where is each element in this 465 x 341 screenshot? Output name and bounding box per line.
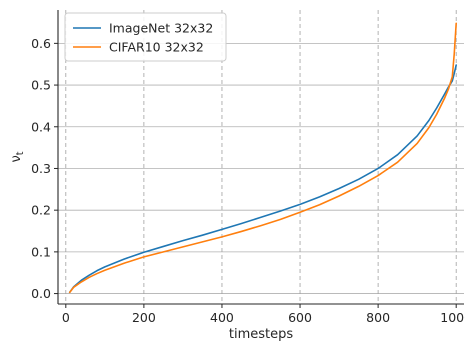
y-tick-label: 0.5 (31, 78, 51, 93)
series-lines (68, 22, 457, 294)
x-tick-label: 800 (366, 310, 390, 325)
legend-box (64, 12, 227, 62)
y-axis-label-subscript: t (15, 151, 26, 155)
series-line-cifar10-32x32 (68, 22, 457, 294)
y-tick-label: 0.1 (31, 244, 51, 259)
x-tick-label: 400 (210, 310, 234, 325)
x-axis-label: timesteps (229, 327, 293, 341)
y-axis-label-main: ν (9, 155, 24, 162)
axes (57, 10, 464, 305)
x-tick-label: 600 (288, 310, 312, 325)
x-tick-label: 1000 (440, 310, 465, 325)
y-tick-label: 0.6 (31, 36, 51, 51)
x-tick-label: 200 (132, 310, 156, 325)
legend-label-imagenet: ImageNet 32x32 (109, 21, 213, 36)
x-tick-label: 0 (62, 310, 70, 325)
series-line-imagenet-32x32 (68, 64, 457, 294)
legend-label-cifar10: CIFAR10 32x32 (109, 40, 204, 55)
y-axis-label: νt (9, 151, 26, 162)
grid-lines (58, 10, 464, 304)
y-tick-label: 0.4 (31, 119, 51, 134)
y-tick-label: 0.3 (31, 161, 51, 176)
ticks: 0.0 0.1 0.2 0.3 0.4 0.5 0.6 0 200 400 600 800 1000 (31, 36, 465, 325)
legend: ImageNet 32x32 CIFAR10 32x32 (64, 12, 227, 62)
y-tick-label: 0.2 (31, 203, 51, 218)
y-tick-label: 0.0 (31, 286, 51, 301)
